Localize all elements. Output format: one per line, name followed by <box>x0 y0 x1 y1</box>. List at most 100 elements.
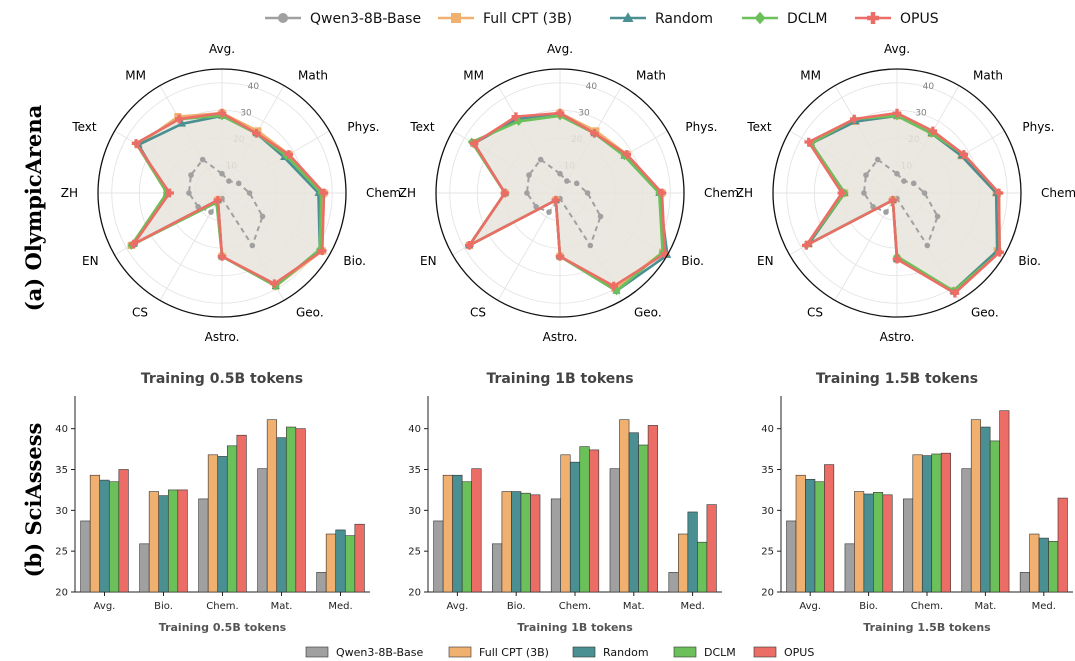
radar-axis-label-astro: Astro. <box>543 330 578 344</box>
radar-axis-label-astro: Astro. <box>880 330 915 344</box>
bar-x-tick-label: Chem. <box>206 601 238 612</box>
bar-y-tick-label: 25 <box>761 547 774 558</box>
radar-point-qwen3-8b-base-en <box>533 203 539 210</box>
bar-full-cpt-3b-bio <box>148 491 160 593</box>
radar-point-opus-text <box>469 139 479 148</box>
bar-opus-mat <box>647 425 658 593</box>
radar-axis-label-phys: Phys. <box>347 120 379 134</box>
radar-axis-label-en: EN <box>757 254 774 268</box>
radar-axis-label-zh: ZH <box>399 186 416 200</box>
bar-y-tick-label: 35 <box>55 465 68 476</box>
radar-point-qwen3-8b-base-geo <box>587 242 594 249</box>
radar-point-opus-astro <box>555 252 565 261</box>
bar-x-tick-label: Bio. <box>859 601 878 612</box>
legend-label-random: Random <box>655 11 713 27</box>
bar-y-tick-label: 40 <box>55 424 68 435</box>
bottom-legend-swatch-dclm <box>673 646 697 658</box>
bar-dclm-med <box>1048 541 1059 593</box>
bar-full-cpt-3b-bio <box>501 491 512 593</box>
radar-axis-label-geo: Geo. <box>296 305 324 319</box>
bar-x-tick-label: Mat. <box>974 601 996 612</box>
bar-x-tick-label: Chem. <box>559 601 591 612</box>
radar-point-opus-text <box>131 139 141 148</box>
bar-dclm-mat <box>638 444 649 593</box>
bar-qwen3-8b-base-med <box>316 572 327 593</box>
radar-axis-label-en: EN <box>82 254 99 268</box>
bar-opus-med <box>706 504 717 593</box>
bar-x-axis-label: Training 1B tokens <box>517 621 633 634</box>
radar-point-opus-cs <box>213 195 223 205</box>
radar-fill-area <box>469 113 666 287</box>
radar-tick-label: 30 <box>240 108 252 118</box>
row-label-sciassess: (b) SciAssess <box>21 423 46 578</box>
legend-marker-dclm <box>754 11 766 25</box>
bar-opus-mat <box>295 428 306 593</box>
radar-point-opus-en <box>801 241 811 250</box>
bar-random-avg <box>805 478 816 593</box>
radar-point-qwen3-8b-base-avg <box>219 170 225 177</box>
bar-qwen3-8b-base-chem <box>550 498 562 593</box>
radar-point-qwen3-8b-base-geo <box>924 242 931 249</box>
bar-x-tick-label: Mat. <box>271 601 293 612</box>
radar-point-opus-chem <box>319 188 329 198</box>
radar-axis-label-phys: Phys. <box>685 120 717 134</box>
radar-outer-ring <box>772 68 1022 318</box>
bar-random-bio <box>863 493 874 593</box>
radar-fill-area <box>133 113 324 284</box>
bar-full-cpt-3b-med <box>325 533 337 593</box>
bar-qwen3-8b-base-chem <box>198 498 209 593</box>
radar-axis-label-text: Text <box>409 120 435 134</box>
bar-y-tick-label: 20 <box>408 588 421 599</box>
bar-random-bio <box>158 495 169 593</box>
radar-axis-label-zh: ZH <box>736 186 753 200</box>
bar-y-tick-label: 20 <box>761 588 774 599</box>
legend-label-opus: OPUS <box>900 11 939 27</box>
radar-point-qwen3-8b-base-zh <box>861 190 867 196</box>
radar-tick-label: 40 <box>586 82 598 92</box>
radar-point-opus-math <box>252 129 261 138</box>
radar-axis-label-math: Math <box>973 69 1003 83</box>
bottom-legend-swatch-qwen3-8b-base <box>305 646 329 658</box>
radar-axis-label-geo: Geo. <box>634 305 662 319</box>
bottom-legend-swatch-opus <box>753 646 777 658</box>
bar-x-tick-label: Med. <box>1032 601 1056 612</box>
bar-qwen3-8b-base-med <box>1019 572 1030 593</box>
bar-opus-bio <box>530 494 541 593</box>
radar-axis-label-bio: Bio. <box>1018 254 1041 268</box>
radar-point-qwen3-8b-base-phys <box>910 180 917 187</box>
bar-x-tick-label: Bio. <box>154 601 173 612</box>
radar-point-opus-chem <box>994 188 1004 198</box>
bar-full-cpt-3b-med <box>678 533 689 593</box>
bar-dclm-avg <box>461 481 472 593</box>
bar-random-chem <box>217 456 228 593</box>
bar-opus-bio <box>177 489 188 593</box>
radar-point-qwen3-8b-base-chem <box>584 190 591 196</box>
bar-y-tick-label: 30 <box>408 506 421 517</box>
bar-chart-title: Training 1B tokens <box>486 371 633 387</box>
bar-dclm-med <box>697 541 708 593</box>
legend-marker-random <box>622 12 634 22</box>
radar-point-qwen3-8b-base-en <box>195 203 201 210</box>
bar-x-tick-label: Avg. <box>799 601 821 612</box>
bar-dclm-chem <box>579 446 590 593</box>
radar-axis-label-mm: MM <box>463 69 484 83</box>
bar-full-cpt-3b-avg <box>442 474 453 593</box>
bar-dclm-avg <box>814 481 825 593</box>
bar-x-tick-label: Bio. <box>507 601 526 612</box>
bar-random-med <box>335 529 346 593</box>
bar-qwen3-8b-base-mat <box>257 468 268 593</box>
radar-point-qwen3-8b-base-geo <box>249 242 256 249</box>
radar-fill-area <box>806 113 1000 294</box>
radar-point-qwen3-8b-base-mm <box>874 156 881 163</box>
bar-dclm-chem <box>226 445 238 593</box>
bar-full-cpt-3b-chem <box>912 454 923 593</box>
radar-point-opus-math <box>928 126 938 136</box>
bar-opus-med <box>354 523 365 593</box>
bar-y-tick-label: 40 <box>408 424 421 435</box>
bar-chart-title: Training 1.5B tokens <box>816 371 978 387</box>
top-legend: Qwen3-8B-Base Full CPT (3B) Random DCLM OPUS <box>265 11 939 27</box>
bottom-legend-label-dclm: DCLM <box>704 646 736 659</box>
radar-point-qwen3-8b-base-bio <box>259 213 266 220</box>
radar-tick-label: 30 <box>578 108 590 118</box>
bar-full-cpt-3b-avg <box>795 474 806 593</box>
